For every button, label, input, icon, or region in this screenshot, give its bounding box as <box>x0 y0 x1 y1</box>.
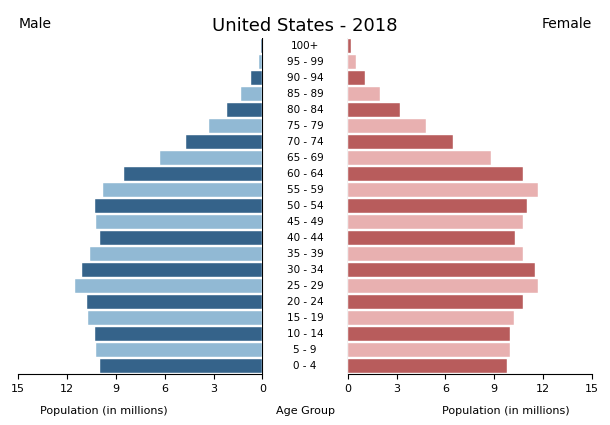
Bar <box>348 151 491 165</box>
Bar <box>99 359 262 373</box>
Text: 60 - 64: 60 - 64 <box>287 169 323 179</box>
Bar <box>186 136 262 149</box>
Bar <box>348 136 453 149</box>
Bar <box>348 88 380 101</box>
Bar <box>90 247 262 261</box>
Bar <box>209 119 262 133</box>
Bar <box>348 167 523 181</box>
Text: 45 - 49: 45 - 49 <box>287 217 323 227</box>
Text: 5 - 9: 5 - 9 <box>293 345 317 355</box>
Text: Male: Male <box>18 17 51 31</box>
Bar <box>160 151 262 165</box>
Bar <box>348 215 523 229</box>
Bar <box>251 71 262 85</box>
Bar <box>82 263 262 277</box>
Bar <box>348 40 351 53</box>
Text: 75 - 79: 75 - 79 <box>287 121 323 131</box>
Bar <box>103 183 262 197</box>
Text: 85 - 89: 85 - 89 <box>287 89 323 99</box>
Bar <box>99 231 262 245</box>
Bar <box>348 263 535 277</box>
Bar <box>348 311 514 325</box>
Bar <box>348 71 365 85</box>
Text: 80 - 84: 80 - 84 <box>287 105 323 115</box>
Bar <box>348 231 515 245</box>
Text: Female: Female <box>542 17 592 31</box>
Bar <box>348 119 426 133</box>
Bar <box>259 55 262 69</box>
Bar <box>348 247 523 261</box>
Bar <box>124 167 262 181</box>
Text: 55 - 59: 55 - 59 <box>287 185 323 195</box>
Text: Population (in millions): Population (in millions) <box>40 406 168 416</box>
Text: 30 - 34: 30 - 34 <box>287 265 323 275</box>
Text: 0 - 4: 0 - 4 <box>293 361 317 371</box>
Bar <box>348 55 356 69</box>
Bar <box>96 343 262 357</box>
Text: 25 - 29: 25 - 29 <box>287 281 323 291</box>
Text: 50 - 54: 50 - 54 <box>287 201 323 211</box>
Text: 70 - 74: 70 - 74 <box>287 137 323 147</box>
Text: 15 - 19: 15 - 19 <box>287 313 323 323</box>
Bar <box>348 183 538 197</box>
Text: 40 - 44: 40 - 44 <box>287 233 323 243</box>
Bar <box>87 295 262 309</box>
Bar <box>95 327 262 341</box>
Bar <box>88 311 262 325</box>
Text: 100+: 100+ <box>291 41 319 51</box>
Bar <box>348 327 511 341</box>
Bar <box>348 279 538 293</box>
Text: Population (in millions): Population (in millions) <box>442 406 570 416</box>
Bar <box>348 199 526 213</box>
Bar <box>348 343 511 357</box>
Text: 95 - 99: 95 - 99 <box>287 57 323 67</box>
Bar <box>226 103 262 117</box>
Text: 10 - 14: 10 - 14 <box>287 329 323 339</box>
Bar <box>348 359 507 373</box>
Bar <box>261 40 262 53</box>
Text: Age Group: Age Group <box>276 406 334 416</box>
Bar <box>95 199 262 213</box>
Bar <box>75 279 262 293</box>
Bar <box>348 295 523 309</box>
Text: 90 - 94: 90 - 94 <box>287 73 323 83</box>
Bar <box>96 215 262 229</box>
Text: 20 - 24: 20 - 24 <box>287 297 323 307</box>
Text: 35 - 39: 35 - 39 <box>287 249 323 259</box>
Bar <box>241 88 262 101</box>
Text: 65 - 69: 65 - 69 <box>287 153 323 163</box>
Bar <box>348 103 400 117</box>
Text: United States - 2018: United States - 2018 <box>212 17 398 35</box>
